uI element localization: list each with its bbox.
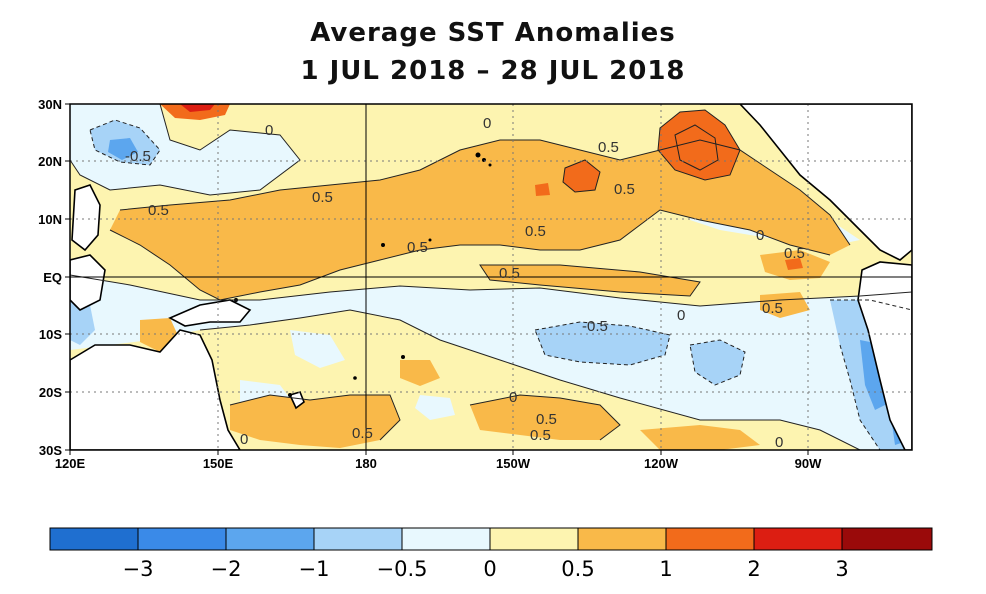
x-tick-label: 150E [203,456,234,471]
field-positive-1-to-2 [160,104,803,270]
y-tick-label: 30S [39,443,62,458]
contour-label: -0.5 [125,148,151,165]
contour-label: 0 [265,122,273,139]
contour-label: 0.5 [614,181,635,198]
axis-ticks [65,103,809,455]
colorbar-label: −1 [299,557,330,581]
x-tick-label: 120E [55,456,86,471]
negative-0.5-contours [89,119,912,450]
colorbar-swatch-above-3 [842,528,932,550]
contour-label: 0.5 [312,189,333,206]
map-title-line-1: Average SST Anomalies [310,18,676,48]
colorbar-swatch-minus-2-to-minus-1 [226,528,314,550]
contour-label: 0.5 [525,223,546,240]
contour-label: -0.5 [582,318,608,335]
contour-label: 0.5 [499,265,520,282]
islands [234,152,492,397]
colorbar-label: 3 [835,557,848,581]
colorbar-label: −2 [211,557,242,581]
x-tick-label: 90W [795,456,822,471]
colorbar-swatch-minus-3-to-minus-2 [138,528,226,550]
y-tick-label: 10N [38,212,62,227]
x-tick-label: 120W [644,456,679,471]
y-tick-label: 20S [39,385,62,400]
y-tick-label: EQ [43,270,62,285]
colorbar-label: 1 [659,557,672,581]
colorbar-label: 0 [483,557,496,581]
contour-label: 0.5 [762,300,783,317]
contour-label: 0 [756,227,764,244]
north-america-land [700,104,912,261]
colorbar-label: 0.5 [561,557,594,581]
y-tick-label: 10S [39,327,62,342]
colorbar-label: −3 [123,557,154,581]
south-america-land [857,261,912,450]
contour-label: 0 [509,389,517,406]
colorbar-swatch-minus-1-to-minus-0.5 [314,528,402,550]
contour-label: 0 [483,115,491,132]
y-axis-labels: 30N 20N 10N EQ 10S 20S 30S [38,97,62,458]
philippines-land [71,184,101,252]
land-masses [70,104,912,450]
borneo-land [70,254,106,311]
contour-label: 0.5 [784,245,805,262]
contour-label: 0.5 [530,427,551,444]
x-axis-labels: 120E 150E 180 150W 120W 90W [55,456,822,471]
equator-and-dateline [70,104,912,450]
australia-land [70,329,241,450]
colorbar: −3 −2 −1 −0.5 0 0.5 1 2 3 [49,527,933,581]
contour-label: 0 [240,431,248,448]
colorbar-swatch-minus-0.5-to-0 [402,528,490,550]
contour-label: 0.5 [536,411,557,428]
map-title-line-2: 1 JUL 2018 – 28 JUL 2018 [300,56,686,86]
x-tick-label: 180 [355,456,377,471]
positive-1-contours [562,109,741,193]
x-tick-label: 150W [496,456,531,471]
colorbar-label: −0.5 [377,557,428,581]
colorbar-label: 2 [747,557,760,581]
colorbar-swatch-below-minus-3 [50,528,138,550]
positive-0.5-contours [109,139,851,441]
contour-label: 0 [677,307,685,324]
colorbar-swatch-0.5-to-1 [578,528,666,550]
colorbar-swatch-0-to-0.5 [490,528,578,550]
zero-contours [70,104,912,450]
field-positive-2-to-3 [180,104,215,112]
contour-label: 0.5 [598,139,619,156]
y-tick-label: 30N [38,97,62,112]
y-tick-label: 20N [38,154,62,169]
contour-label: 0 [775,434,783,451]
colorbar-swatch-2-to-3 [754,528,842,550]
contour-label: 0.5 [148,202,169,219]
new-zealand-land [288,391,305,410]
new-guinea-land [168,299,252,327]
colorbar-swatch-1-to-2 [666,528,754,550]
contour-label: 0.5 [407,239,428,256]
graticule [70,104,912,450]
field-negative-0-to-minus-0.5 [70,104,912,450]
contour-label: 0.5 [352,425,373,442]
contour-value-labels: 0 0 -0.5 0.5 0.5 0.5 0.5 0.5 0.5 0.5 0 0… [125,115,805,451]
